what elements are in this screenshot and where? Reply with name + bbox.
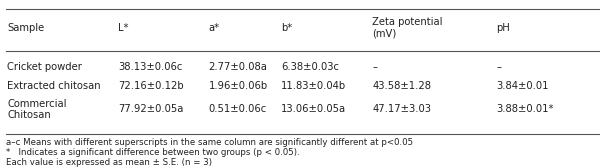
Text: a–c Means with different superscripts in the same column are significantly diffe: a–c Means with different superscripts in… xyxy=(6,138,413,147)
Text: 3.84±0.01: 3.84±0.01 xyxy=(496,81,549,91)
Text: *   Indicates a significant difference between two groups (p < 0.05).: * Indicates a significant difference bet… xyxy=(6,148,299,157)
Text: 13.06±0.05a: 13.06±0.05a xyxy=(281,104,347,114)
Text: Commercial
Chitosan: Commercial Chitosan xyxy=(7,99,67,120)
Text: 1.96±0.06b: 1.96±0.06b xyxy=(209,81,268,91)
Text: Each value is expressed as mean ± S.E. (n = 3): Each value is expressed as mean ± S.E. (… xyxy=(6,158,212,167)
Text: 6.38±0.03c: 6.38±0.03c xyxy=(281,62,339,72)
Text: –: – xyxy=(496,62,501,72)
Text: 38.13±0.06c: 38.13±0.06c xyxy=(118,62,182,72)
Text: a*: a* xyxy=(209,23,220,33)
Text: –: – xyxy=(372,62,377,72)
Text: 77.92±0.05a: 77.92±0.05a xyxy=(118,104,183,114)
Text: 11.83±0.04b: 11.83±0.04b xyxy=(281,81,347,91)
Text: 47.17±3.03: 47.17±3.03 xyxy=(372,104,431,114)
Text: Cricket powder: Cricket powder xyxy=(7,62,82,72)
Text: 72.16±0.12b: 72.16±0.12b xyxy=(118,81,183,91)
Text: 3.88±0.01*: 3.88±0.01* xyxy=(496,104,554,114)
Text: pH: pH xyxy=(496,23,510,33)
Text: Zeta potential
(mV): Zeta potential (mV) xyxy=(372,17,443,38)
Text: 0.51±0.06c: 0.51±0.06c xyxy=(209,104,267,114)
Text: 2.77±0.08a: 2.77±0.08a xyxy=(209,62,267,72)
Text: b*: b* xyxy=(281,23,293,33)
Text: L*: L* xyxy=(118,23,128,33)
Text: Sample: Sample xyxy=(7,23,45,33)
Text: Extracted chitosan: Extracted chitosan xyxy=(7,81,101,91)
Text: 43.58±1.28: 43.58±1.28 xyxy=(372,81,431,91)
